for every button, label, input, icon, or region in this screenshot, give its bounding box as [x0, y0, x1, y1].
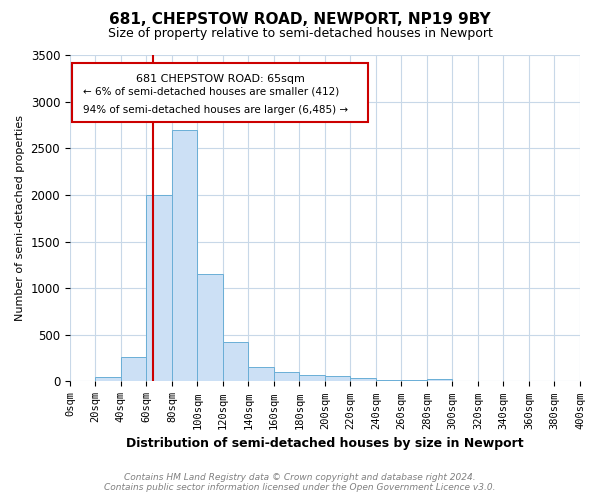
Text: 94% of semi-detached houses are larger (6,485) →: 94% of semi-detached houses are larger (…	[83, 106, 348, 116]
Bar	[197, 274, 223, 382]
Bar	[325, 376, 350, 382]
X-axis label: Distribution of semi-detached houses by size in Newport: Distribution of semi-detached houses by …	[126, 437, 524, 450]
Bar	[274, 372, 299, 382]
Bar	[401, 380, 427, 382]
Text: ← 6% of semi-detached houses are smaller (412): ← 6% of semi-detached houses are smaller…	[83, 86, 339, 97]
Bar	[299, 376, 325, 382]
Bar	[223, 342, 248, 382]
Y-axis label: Number of semi-detached properties: Number of semi-detached properties	[15, 115, 25, 321]
Bar	[350, 378, 376, 382]
Bar	[427, 378, 452, 382]
Bar	[121, 357, 146, 382]
Text: 681 CHEPSTOW ROAD: 65sqm: 681 CHEPSTOW ROAD: 65sqm	[136, 74, 305, 84]
FancyBboxPatch shape	[73, 63, 368, 122]
Bar	[248, 366, 274, 382]
Bar	[172, 130, 197, 382]
Bar	[146, 195, 172, 382]
Text: Contains HM Land Registry data © Crown copyright and database right 2024.
Contai: Contains HM Land Registry data © Crown c…	[104, 473, 496, 492]
Bar	[376, 380, 401, 382]
Text: Size of property relative to semi-detached houses in Newport: Size of property relative to semi-detach…	[107, 28, 493, 40]
Bar	[95, 377, 121, 382]
Text: 681, CHEPSTOW ROAD, NEWPORT, NP19 9BY: 681, CHEPSTOW ROAD, NEWPORT, NP19 9BY	[109, 12, 491, 28]
